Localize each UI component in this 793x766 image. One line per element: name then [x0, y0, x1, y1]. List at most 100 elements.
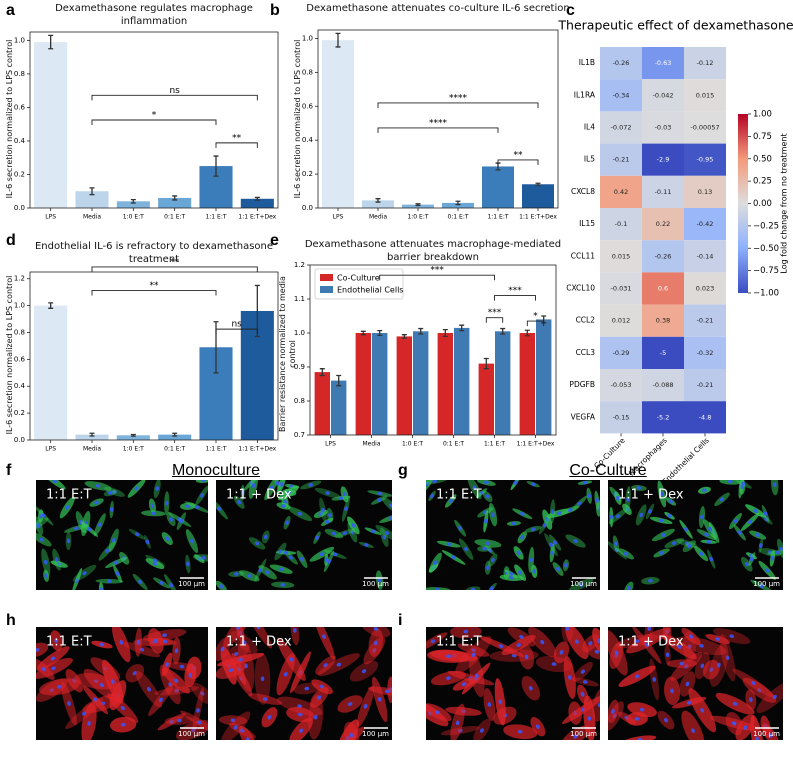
nucleus: [626, 585, 631, 590]
nucleus: [691, 728, 695, 733]
bar: [482, 166, 514, 208]
error-bar: [89, 432, 95, 437]
nucleus: [373, 627, 379, 631]
nucleus: [220, 646, 225, 652]
cell-label: -0.21: [697, 317, 714, 325]
nucleus: [289, 657, 294, 662]
row-label: CCL11: [571, 251, 595, 260]
nucleus: [717, 662, 721, 668]
nucleus: [363, 703, 368, 709]
nucleus: [637, 737, 643, 740]
nucleus: [107, 579, 112, 584]
significance-label: ****: [449, 93, 468, 103]
legend-swatch: [320, 274, 333, 281]
significance-bracket: [215, 328, 258, 335]
nucleus: [688, 634, 694, 639]
error-bar: [442, 328, 448, 338]
nucleus: [485, 494, 490, 499]
nucleus: [639, 512, 644, 518]
nucleus: [251, 483, 256, 488]
nucleus: [219, 584, 224, 589]
nucleus: [112, 489, 117, 494]
nucleus: [56, 685, 62, 689]
nucleus: [648, 509, 652, 514]
image-label: 1:1 + Dex: [618, 488, 684, 503]
nucleus: [370, 529, 376, 534]
error-bar: [459, 324, 465, 332]
nucleus: [668, 499, 673, 504]
nucleus: [179, 664, 185, 669]
nucleus: [97, 522, 102, 528]
nucleus: [597, 638, 600, 644]
nucleus: [262, 697, 268, 701]
nucleus: [755, 533, 760, 537]
nucleus: [50, 656, 56, 661]
nucleus: [772, 482, 777, 488]
bar: [372, 333, 388, 435]
nucleus: [471, 652, 476, 657]
nucleus: [263, 534, 268, 540]
nucleus: [611, 708, 615, 714]
significance-bracket: [494, 295, 536, 301]
nucleus: [587, 716, 592, 721]
cell-label: -0.00057: [690, 124, 719, 132]
nucleus: [297, 712, 303, 717]
y-tick-label: 0.8: [302, 68, 313, 76]
y-tick-label: 1.0: [14, 302, 25, 310]
y-tick-label: 1.2: [294, 261, 305, 269]
error-bar: [415, 203, 421, 207]
bar: [158, 197, 192, 208]
bar: [116, 201, 150, 208]
nucleus: [67, 701, 71, 706]
nucleus: [154, 638, 158, 644]
micrograph: 1:1 E:T 100 µm: [36, 627, 208, 740]
bar: [322, 40, 354, 208]
colorbar-tick-label: 0.25: [753, 177, 772, 187]
nucleus: [652, 677, 657, 682]
heatmap-cell: [642, 272, 684, 305]
nucleus: [529, 557, 534, 563]
nucleus: [328, 512, 332, 518]
significance-bracket: [91, 266, 258, 272]
nucleus: [145, 539, 150, 545]
nucleus: [686, 700, 692, 705]
image-label: 1:1 E:T: [46, 488, 92, 503]
nucleus: [278, 567, 284, 572]
nucleus: [113, 560, 119, 565]
significance-bracket: [215, 142, 258, 148]
x-tick-label: Media: [83, 446, 101, 453]
cells: [36, 480, 208, 590]
nucleus: [197, 556, 202, 561]
nucleus: [658, 518, 664, 523]
nucleus: [165, 536, 170, 541]
nucleus: [196, 708, 200, 713]
nucleus: [472, 485, 477, 491]
chart-title: Dexamethasone regulates macrophage infla…: [55, 3, 253, 27]
bar: [396, 336, 412, 435]
nucleus: [498, 644, 504, 649]
nucleus: [349, 732, 354, 738]
row-label: IL1B: [579, 58, 595, 67]
colorbar-tick-label: 1.00: [753, 110, 772, 120]
nucleus: [66, 538, 71, 544]
nucleus: [190, 538, 194, 544]
nucleus: [532, 568, 537, 574]
error-bar: [336, 374, 342, 387]
nucleus: [553, 540, 558, 545]
nucleus: [471, 648, 476, 652]
cell-label: -0.072: [611, 124, 632, 132]
heatmap-cell: [684, 111, 726, 144]
nucleus: [134, 532, 140, 537]
nucleus: [659, 491, 664, 497]
nucleus: [665, 652, 670, 658]
nucleus: [624, 507, 629, 512]
plot-frame: [309, 264, 557, 436]
nucleus: [639, 707, 645, 712]
nucleus: [313, 714, 318, 720]
heatmap-cell: [684, 47, 726, 80]
nucleus: [517, 729, 523, 734]
nucleus: [240, 490, 245, 496]
bar: [331, 380, 347, 435]
cell-label: -0.26: [655, 252, 672, 260]
colorbar-tick-label: −0.50: [753, 244, 779, 254]
